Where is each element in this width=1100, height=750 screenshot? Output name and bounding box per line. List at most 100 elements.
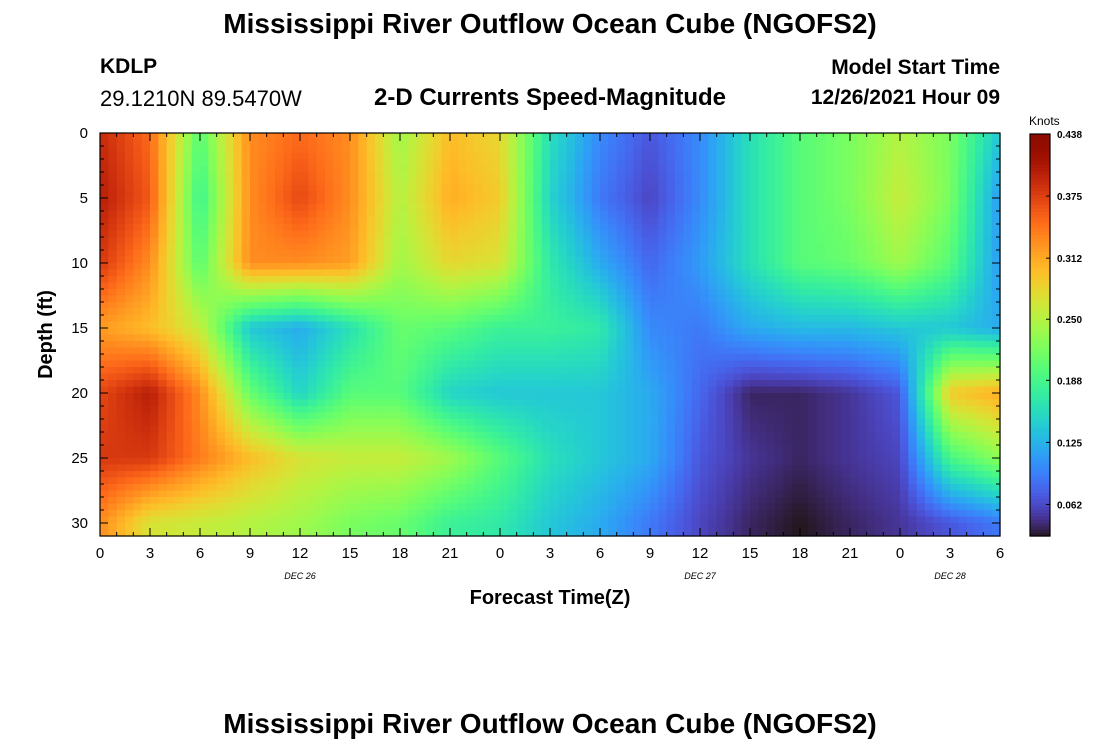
heatmap-cell xyxy=(275,198,284,206)
heatmap-cell xyxy=(650,172,659,180)
heatmap-cell xyxy=(108,380,118,388)
heatmap-cell xyxy=(625,211,634,219)
heatmap-cell xyxy=(458,425,468,433)
heatmap-cell xyxy=(558,250,568,258)
heatmap-cell xyxy=(241,367,251,375)
heatmap-cell xyxy=(616,308,626,316)
heatmap-cell xyxy=(991,328,1001,336)
heatmap-cell xyxy=(708,399,718,407)
heatmap-cell xyxy=(825,263,834,271)
heatmap-cell xyxy=(891,191,901,199)
heatmap-cell xyxy=(766,172,776,180)
heatmap-cell xyxy=(983,263,993,271)
heatmap-cell xyxy=(775,393,784,401)
heatmap-cell xyxy=(758,308,768,316)
heatmap-cell xyxy=(966,263,976,271)
heatmap-cell xyxy=(658,133,668,141)
heatmap-cell xyxy=(591,373,601,381)
heatmap-cell xyxy=(175,159,184,167)
heatmap-cell xyxy=(833,133,843,141)
heatmap-cell xyxy=(808,224,818,232)
heatmap-cell xyxy=(200,282,209,290)
heatmap-cell xyxy=(883,250,893,258)
heatmap-cell xyxy=(916,393,926,401)
heatmap-cell xyxy=(783,230,793,238)
heatmap-cell xyxy=(250,237,259,245)
heatmap-cell xyxy=(291,224,301,232)
heatmap-cell xyxy=(741,178,751,186)
heatmap-cell xyxy=(908,165,918,173)
heatmap-cell xyxy=(516,256,526,264)
heatmap-cell xyxy=(291,386,301,394)
heatmap-cell xyxy=(575,133,584,141)
heatmap-cell xyxy=(950,152,959,160)
heatmap-cell xyxy=(458,159,468,167)
heatmap-cell xyxy=(933,380,943,388)
heatmap-cell xyxy=(408,386,418,394)
heatmap-cell xyxy=(391,224,401,232)
heatmap-cell xyxy=(775,295,784,303)
heatmap-cell xyxy=(233,308,243,316)
heatmap-cell xyxy=(508,237,518,245)
heatmap-cell xyxy=(591,347,601,355)
heatmap-cell xyxy=(250,360,259,368)
heatmap-cell xyxy=(400,360,409,368)
heatmap-cell xyxy=(758,367,768,375)
heatmap-cell xyxy=(150,367,159,375)
heatmap-cell xyxy=(125,386,134,394)
heatmap-cell xyxy=(616,172,626,180)
heatmap-cell xyxy=(183,302,193,310)
heatmap-cell xyxy=(108,224,118,232)
heatmap-cell xyxy=(275,204,284,212)
heatmap-cell xyxy=(725,419,734,427)
heatmap-cell xyxy=(600,243,609,251)
heatmap-cell xyxy=(125,159,134,167)
heatmap-cell xyxy=(308,360,318,368)
heatmap-cell xyxy=(358,334,368,342)
heatmap-cell xyxy=(983,185,993,193)
heatmap-cell xyxy=(783,237,793,245)
heatmap-cell xyxy=(875,237,884,245)
heatmap-cell xyxy=(825,393,834,401)
heatmap-cell xyxy=(350,328,359,336)
heatmap-cell xyxy=(675,185,684,193)
heatmap-cell xyxy=(750,367,759,375)
heatmap-cell xyxy=(708,321,718,329)
heatmap-cell xyxy=(858,237,868,245)
heatmap-cell xyxy=(958,133,968,141)
heatmap-cell xyxy=(450,321,459,329)
heatmap-cell xyxy=(175,198,184,206)
heatmap-cell xyxy=(125,139,134,147)
heatmap-cell xyxy=(808,360,818,368)
heatmap-cell xyxy=(633,243,643,251)
heatmap-cell xyxy=(383,165,393,173)
heatmap-cell xyxy=(883,425,893,433)
heatmap-cell xyxy=(450,178,459,186)
heatmap-cell xyxy=(408,152,418,160)
heatmap-cell xyxy=(108,237,118,245)
heatmap-cell xyxy=(908,393,918,401)
heatmap-cell xyxy=(750,315,759,323)
heatmap-cell xyxy=(533,406,543,414)
heatmap-cell xyxy=(391,230,401,238)
heatmap-cell xyxy=(916,289,926,297)
heatmap-cell xyxy=(266,367,276,375)
heatmap-cell xyxy=(825,406,834,414)
heatmap-cell xyxy=(875,354,884,362)
heatmap-cell xyxy=(975,217,984,225)
heatmap-cell xyxy=(433,282,443,290)
heatmap-cell xyxy=(558,178,568,186)
heatmap-cell xyxy=(550,373,559,381)
heatmap-cell xyxy=(316,406,326,414)
heatmap-cell xyxy=(800,172,809,180)
heatmap-cell xyxy=(433,224,443,232)
heatmap-cell xyxy=(933,139,943,147)
heatmap-cell xyxy=(650,198,659,206)
heatmap-cell xyxy=(183,373,193,381)
heatmap-cell xyxy=(683,204,693,212)
heatmap-cell xyxy=(458,224,468,232)
heatmap-cell xyxy=(250,393,259,401)
heatmap-cell xyxy=(483,165,493,173)
heatmap-cell xyxy=(533,295,543,303)
heatmap-cell xyxy=(375,211,384,219)
